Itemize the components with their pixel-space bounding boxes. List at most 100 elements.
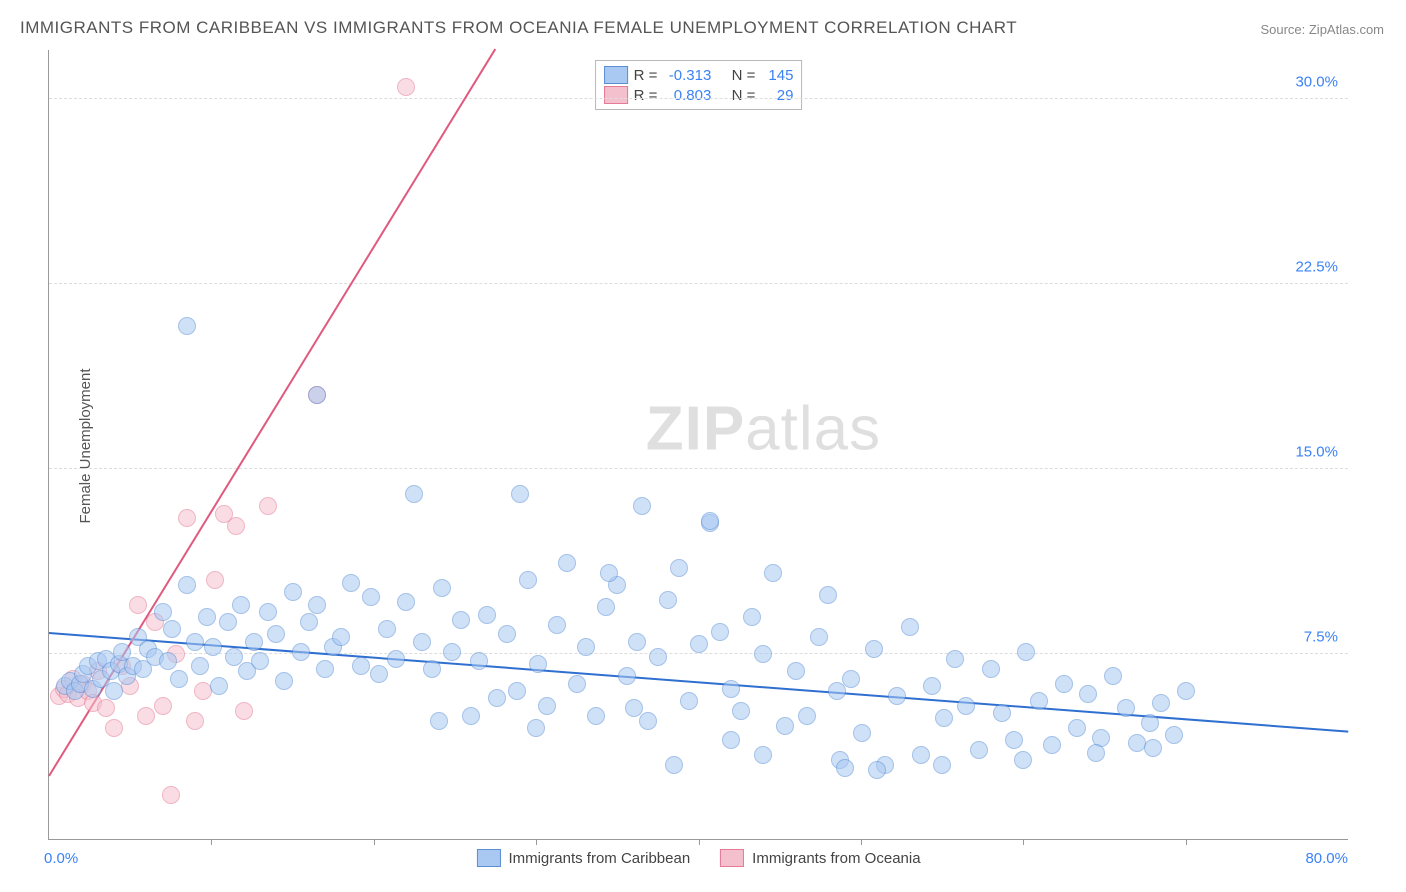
data-point [701,512,719,530]
data-point [868,761,886,779]
data-point [764,564,782,582]
data-point [370,665,388,683]
data-point [577,638,595,656]
data-point [865,640,883,658]
data-point [690,635,708,653]
gridline [49,98,1348,99]
data-point [191,657,209,675]
data-point [206,571,224,589]
gridline [49,653,1348,654]
data-point [828,682,846,700]
data-point [204,638,222,656]
data-point [722,731,740,749]
watermark-bold: ZIP [646,394,745,463]
data-point [105,682,123,700]
data-point [154,603,172,621]
data-point [970,741,988,759]
data-point [527,719,545,737]
r-value-oceania: 0.803 [663,87,711,104]
data-point [670,559,688,577]
data-point [362,588,380,606]
data-point [162,786,180,804]
data-point [649,648,667,666]
data-point [232,596,250,614]
data-point [378,620,396,638]
data-point [186,712,204,730]
swatch-oceania [604,86,628,104]
data-point [587,707,605,725]
data-point [1055,675,1073,693]
data-point [722,680,740,698]
data-point [245,633,263,651]
data-point [798,707,816,725]
n-label: N = [732,87,756,104]
data-point [235,702,253,720]
data-point [259,603,277,621]
data-point [628,633,646,651]
data-point [1144,739,1162,757]
data-point [529,655,547,673]
n-value-caribbean: 145 [761,67,793,84]
watermark-rest: atlas [745,394,881,463]
n-value-oceania: 29 [761,87,793,104]
data-point [284,583,302,601]
data-point [198,608,216,626]
data-point [680,692,698,710]
data-point [1079,685,1097,703]
data-point [219,613,237,631]
stats-legend: R = -0.313 N = 145 R = 0.803 N = 29 [595,60,803,110]
data-point [1014,751,1032,769]
data-point [137,707,155,725]
legend-label-caribbean: Immigrants from Caribbean [508,850,690,867]
y-tick-label: 7.5% [1304,629,1338,646]
data-point [912,746,930,764]
y-tick-label: 22.5% [1295,259,1338,276]
data-point [754,645,772,663]
data-point [178,509,196,527]
data-point [743,608,761,626]
x-tick-mark [1023,839,1024,845]
data-point [935,709,953,727]
r-value-caribbean: -0.313 [663,67,711,84]
data-point [397,78,415,96]
data-point [210,677,228,695]
data-point [316,660,334,678]
data-point [1068,719,1086,737]
data-point [387,650,405,668]
data-point [659,591,677,609]
data-point [639,712,657,730]
data-point [292,643,310,661]
legend-item-oceania: Immigrants from Oceania [720,849,920,867]
data-point [478,606,496,624]
data-point [342,574,360,592]
data-point [413,633,431,651]
data-point [842,670,860,688]
data-point [1104,667,1122,685]
data-point [787,662,805,680]
data-point [308,386,326,404]
data-point [519,571,537,589]
data-point [957,697,975,715]
data-point [498,625,516,643]
data-point [888,687,906,705]
data-point [1005,731,1023,749]
data-point [397,593,415,611]
data-point [548,616,566,634]
data-point [251,652,269,670]
data-point [430,712,448,730]
swatch-caribbean [476,849,500,867]
data-point [97,699,115,717]
data-point [1165,726,1183,744]
data-point [568,675,586,693]
r-label: R = [634,67,658,84]
data-point [711,623,729,641]
data-point [405,485,423,503]
data-point [625,699,643,717]
data-point [300,613,318,631]
data-point [982,660,1000,678]
data-point [836,759,854,777]
data-point [129,596,147,614]
data-point [308,596,326,614]
data-point [170,670,188,688]
data-point [776,717,794,735]
